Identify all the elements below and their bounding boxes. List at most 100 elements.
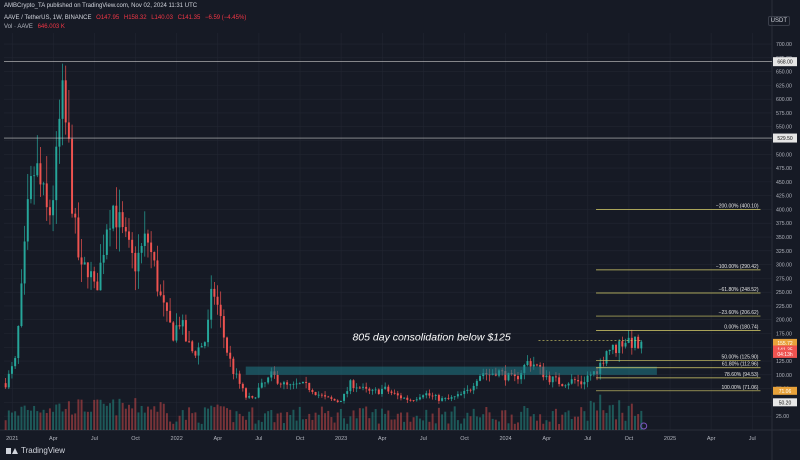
- volume-bar: [263, 413, 266, 430]
- volume-bar: [270, 410, 273, 430]
- volume-bar: [45, 413, 48, 430]
- y-tick-label: 225.00: [776, 304, 792, 310]
- volume-bar: [64, 408, 67, 430]
- tradingview-logo[interactable]: TradingView: [6, 446, 65, 455]
- candle-body: [150, 242, 153, 253]
- fib-level-label: 100.00% (71.06): [722, 385, 759, 391]
- candle-body: [460, 394, 463, 395]
- candle-body: [74, 213, 77, 218]
- symbol-line[interactable]: AAVE / TetherUS, 1W, BINANCE O147.95 H15…: [4, 15, 249, 21]
- symbol-name[interactable]: AAVE / TetherUS, 1W, BINANCE: [4, 15, 92, 21]
- volume-bar: [134, 398, 137, 430]
- volume-bar: [377, 423, 380, 430]
- candle-body: [153, 252, 156, 261]
- candle-body: [64, 80, 67, 123]
- y-tick-label: 275.00: [776, 276, 792, 282]
- volume-bar: [83, 411, 86, 430]
- volume-bar: [42, 409, 45, 430]
- candle-body: [58, 118, 61, 147]
- candle-body: [586, 375, 589, 383]
- reference-tag-label: 529.50: [777, 136, 793, 142]
- volume-bar: [586, 420, 589, 430]
- volume-bar: [573, 416, 576, 430]
- volume-bar: [634, 415, 636, 430]
- x-tick-label: Jul: [749, 436, 756, 442]
- y-tick-label: 25.00: [776, 414, 789, 420]
- volume-bar: [184, 419, 187, 430]
- volume-bar: [213, 407, 216, 430]
- candle-body: [124, 227, 127, 232]
- candle-body: [48, 207, 51, 216]
- candle-body: [352, 380, 355, 389]
- volume-bar: [137, 412, 140, 430]
- volume-bar: [570, 419, 573, 430]
- volume-bar: [90, 411, 93, 430]
- volume-bar: [333, 422, 336, 430]
- candle-body: [33, 175, 36, 177]
- candle-body: [96, 281, 99, 291]
- y-tick-label: 300.00: [776, 263, 792, 269]
- price-tag-label: 04:13h: [777, 352, 793, 358]
- volume-bar: [390, 419, 393, 430]
- candle-body: [381, 388, 383, 394]
- candle-body: [336, 400, 339, 403]
- y-tick-label: 400.00: [776, 207, 792, 213]
- volume-bar: [165, 413, 168, 430]
- candle-body: [431, 395, 434, 397]
- candle-body: [365, 386, 368, 389]
- volume-bar: [286, 412, 289, 430]
- ohlc-open: O147.95: [96, 15, 120, 21]
- currency-badge[interactable]: USDT: [767, 16, 790, 26]
- candle-body: [254, 397, 257, 399]
- tradingview-logo-icon: [6, 447, 18, 455]
- volume-bar: [501, 410, 504, 430]
- candle-body: [453, 396, 456, 398]
- candle-body: [634, 336, 636, 348]
- candle-body: [611, 344, 614, 350]
- candle-body: [45, 183, 48, 208]
- y-tick-label: 475.00: [776, 166, 792, 172]
- consolidation-annotation: 805 day consolidation below $125: [352, 332, 510, 344]
- volume-bar: [229, 409, 232, 430]
- candle-body: [137, 252, 140, 272]
- x-tick-label: 2023: [335, 436, 347, 442]
- volume-bar: [181, 410, 184, 430]
- candle-body: [159, 291, 162, 296]
- volume-bar: [523, 406, 526, 430]
- candle-body: [418, 397, 421, 400]
- volume-line[interactable]: Vol · AAVE 646.003 K: [4, 24, 68, 30]
- y-tick-label: 250.00: [776, 290, 792, 296]
- volume-bar: [210, 405, 213, 430]
- x-tick-label: 2024: [499, 436, 511, 442]
- candle-body: [80, 257, 83, 265]
- candle-body: [399, 395, 402, 399]
- y-tick-label: 325.00: [776, 249, 792, 255]
- candle-body: [630, 337, 633, 348]
- volume-bar: [463, 418, 466, 430]
- ohlc-close: C141.35: [177, 15, 201, 21]
- volume-bar: [403, 421, 406, 430]
- candle-body: [99, 262, 102, 291]
- candle-body: [441, 398, 444, 401]
- volume-bar: [115, 415, 118, 430]
- candle-body: [343, 393, 346, 401]
- candle-body: [172, 322, 175, 341]
- volume-bar: [637, 414, 640, 430]
- candle-body: [207, 319, 210, 343]
- y-tick-label: 125.00: [776, 359, 792, 365]
- volume-bar: [472, 408, 475, 430]
- candle-body: [200, 346, 203, 348]
- consolidation-zone: [245, 366, 657, 375]
- price-tag-bg: [773, 349, 797, 358]
- volume-bar: [343, 418, 346, 430]
- candle-body: [232, 358, 235, 375]
- volume-bar: [143, 412, 146, 430]
- candle-body: [520, 372, 523, 380]
- volume-bar: [207, 408, 210, 430]
- candle-body: [327, 396, 330, 398]
- volume-bar: [203, 407, 206, 430]
- candle-body: [134, 252, 137, 272]
- volume-bar: [418, 418, 421, 430]
- x-tick-label: Oct: [296, 436, 305, 442]
